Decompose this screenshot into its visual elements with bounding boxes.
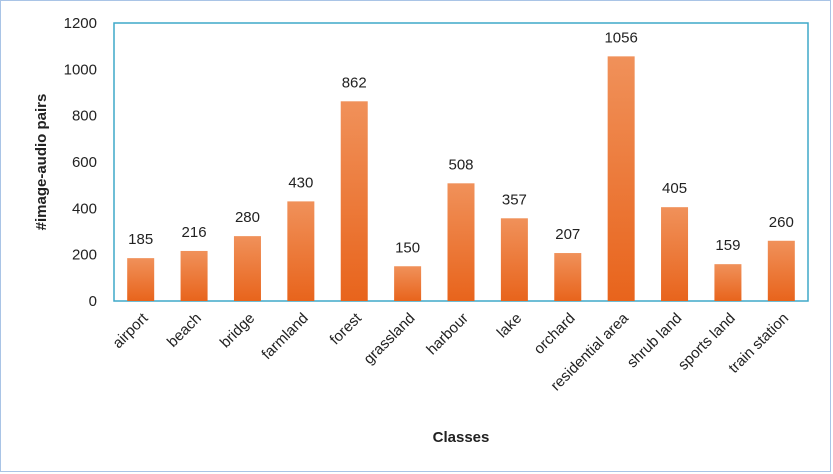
- bar: [340, 101, 368, 301]
- x-tick-label: grassland: [360, 310, 418, 368]
- x-tick-label: forest: [327, 309, 366, 348]
- bar: [447, 183, 475, 301]
- bar: [714, 264, 742, 301]
- y-tick-label: 800: [72, 108, 97, 125]
- data-label: 1056: [604, 29, 637, 46]
- bar: [287, 201, 315, 301]
- x-tick-label: bridge: [217, 310, 259, 352]
- bar: [233, 236, 261, 301]
- data-label: 430: [288, 174, 313, 191]
- bar: [607, 56, 635, 301]
- bar: [127, 258, 155, 301]
- data-label: 207: [555, 226, 580, 243]
- y-tick-label: 0: [89, 293, 97, 310]
- bar: [394, 266, 422, 301]
- data-label: 508: [448, 156, 473, 173]
- data-label: 405: [662, 180, 687, 197]
- bar: [767, 240, 795, 301]
- data-label: 260: [769, 214, 794, 231]
- y-tick-label: 600: [72, 154, 97, 171]
- x-tick-label: lake: [494, 310, 525, 341]
- x-axis-ticks: airport beach bridge farmland forestgrasslan…: [109, 309, 792, 394]
- data-label: 216: [182, 224, 207, 241]
- data-label: 185: [128, 231, 153, 248]
- y-tick-label: 200: [72, 247, 97, 264]
- data-label: 159: [715, 237, 740, 254]
- data-label: 150: [395, 239, 420, 256]
- y-axis-ticks: 0 200 400 600 800 1000 1200: [64, 15, 97, 310]
- data-label: 357: [502, 191, 527, 208]
- data-label: 862: [342, 74, 367, 91]
- bar-series: [127, 56, 795, 301]
- x-tick-label: airport: [109, 309, 152, 352]
- x-tick-label: beach: [164, 310, 205, 351]
- y-tick-label: 1000: [64, 61, 97, 78]
- y-tick-label: 1200: [64, 15, 97, 32]
- bar: [500, 218, 528, 301]
- y-tick-label: 400: [72, 200, 97, 217]
- x-tick-label: orchard: [531, 310, 579, 358]
- bar: [554, 253, 582, 301]
- x-axis-title: Classes: [433, 429, 490, 446]
- data-labels: 185 216 280 430 862 150 508 357 207 1056 405 159 260: [128, 29, 794, 256]
- x-tick-label: harbour: [423, 310, 472, 359]
- bar: [180, 250, 208, 301]
- x-tick-label: farmland: [258, 310, 311, 363]
- y-axis-title: #image-audio pairs: [33, 94, 50, 231]
- data-label: 280: [235, 209, 260, 226]
- bar: [661, 207, 689, 301]
